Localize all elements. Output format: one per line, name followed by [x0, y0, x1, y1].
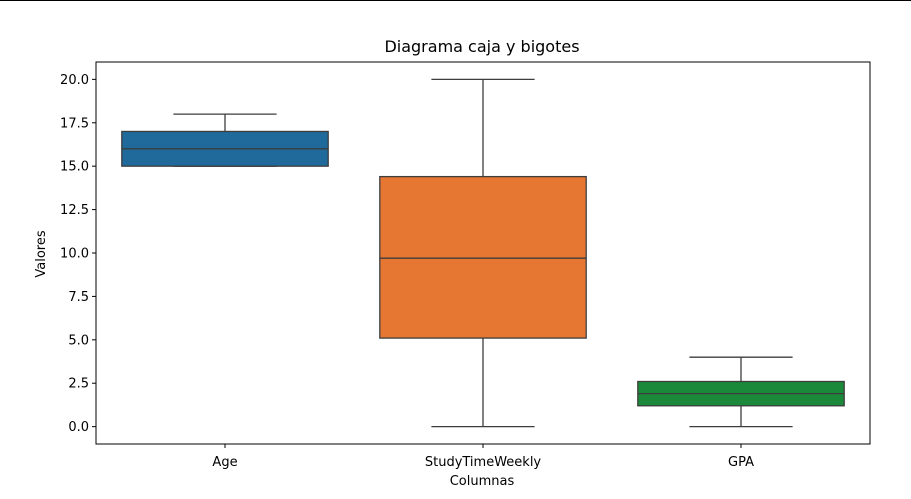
plot-area: 0.0 2.5 5.0 7.5 10.0 12.5 15.0 17.5 20.0 Age Study…: [60, 73, 845, 470]
x-tick-label: Age: [212, 455, 237, 470]
y-tick-label: 15.0: [60, 160, 89, 175]
y-tick-label: 0.0: [68, 420, 89, 435]
y-tick-label: 20.0: [60, 73, 89, 88]
y-tick-label: 5.0: [68, 333, 89, 348]
x-axis-label: Columnas: [450, 474, 515, 489]
y-tick-label: 10.0: [60, 247, 89, 262]
y-tick-label: 2.5: [68, 377, 89, 392]
plot-frame: [95, 61, 871, 445]
x-tick-label: StudyTimeWeekly: [425, 455, 542, 470]
top-border-line: [0, 0, 911, 1]
chart-title: Diagrama caja y bigotes: [384, 37, 579, 56]
y-tick-label: 17.5: [60, 116, 89, 131]
y-axis-label: Valores: [34, 230, 49, 277]
y-tick-label: 7.5: [68, 290, 89, 305]
box-studytimeweekly: [379, 175, 587, 339]
x-tick-label: GPA: [728, 455, 754, 470]
y-tick-label: 12.5: [60, 203, 89, 218]
